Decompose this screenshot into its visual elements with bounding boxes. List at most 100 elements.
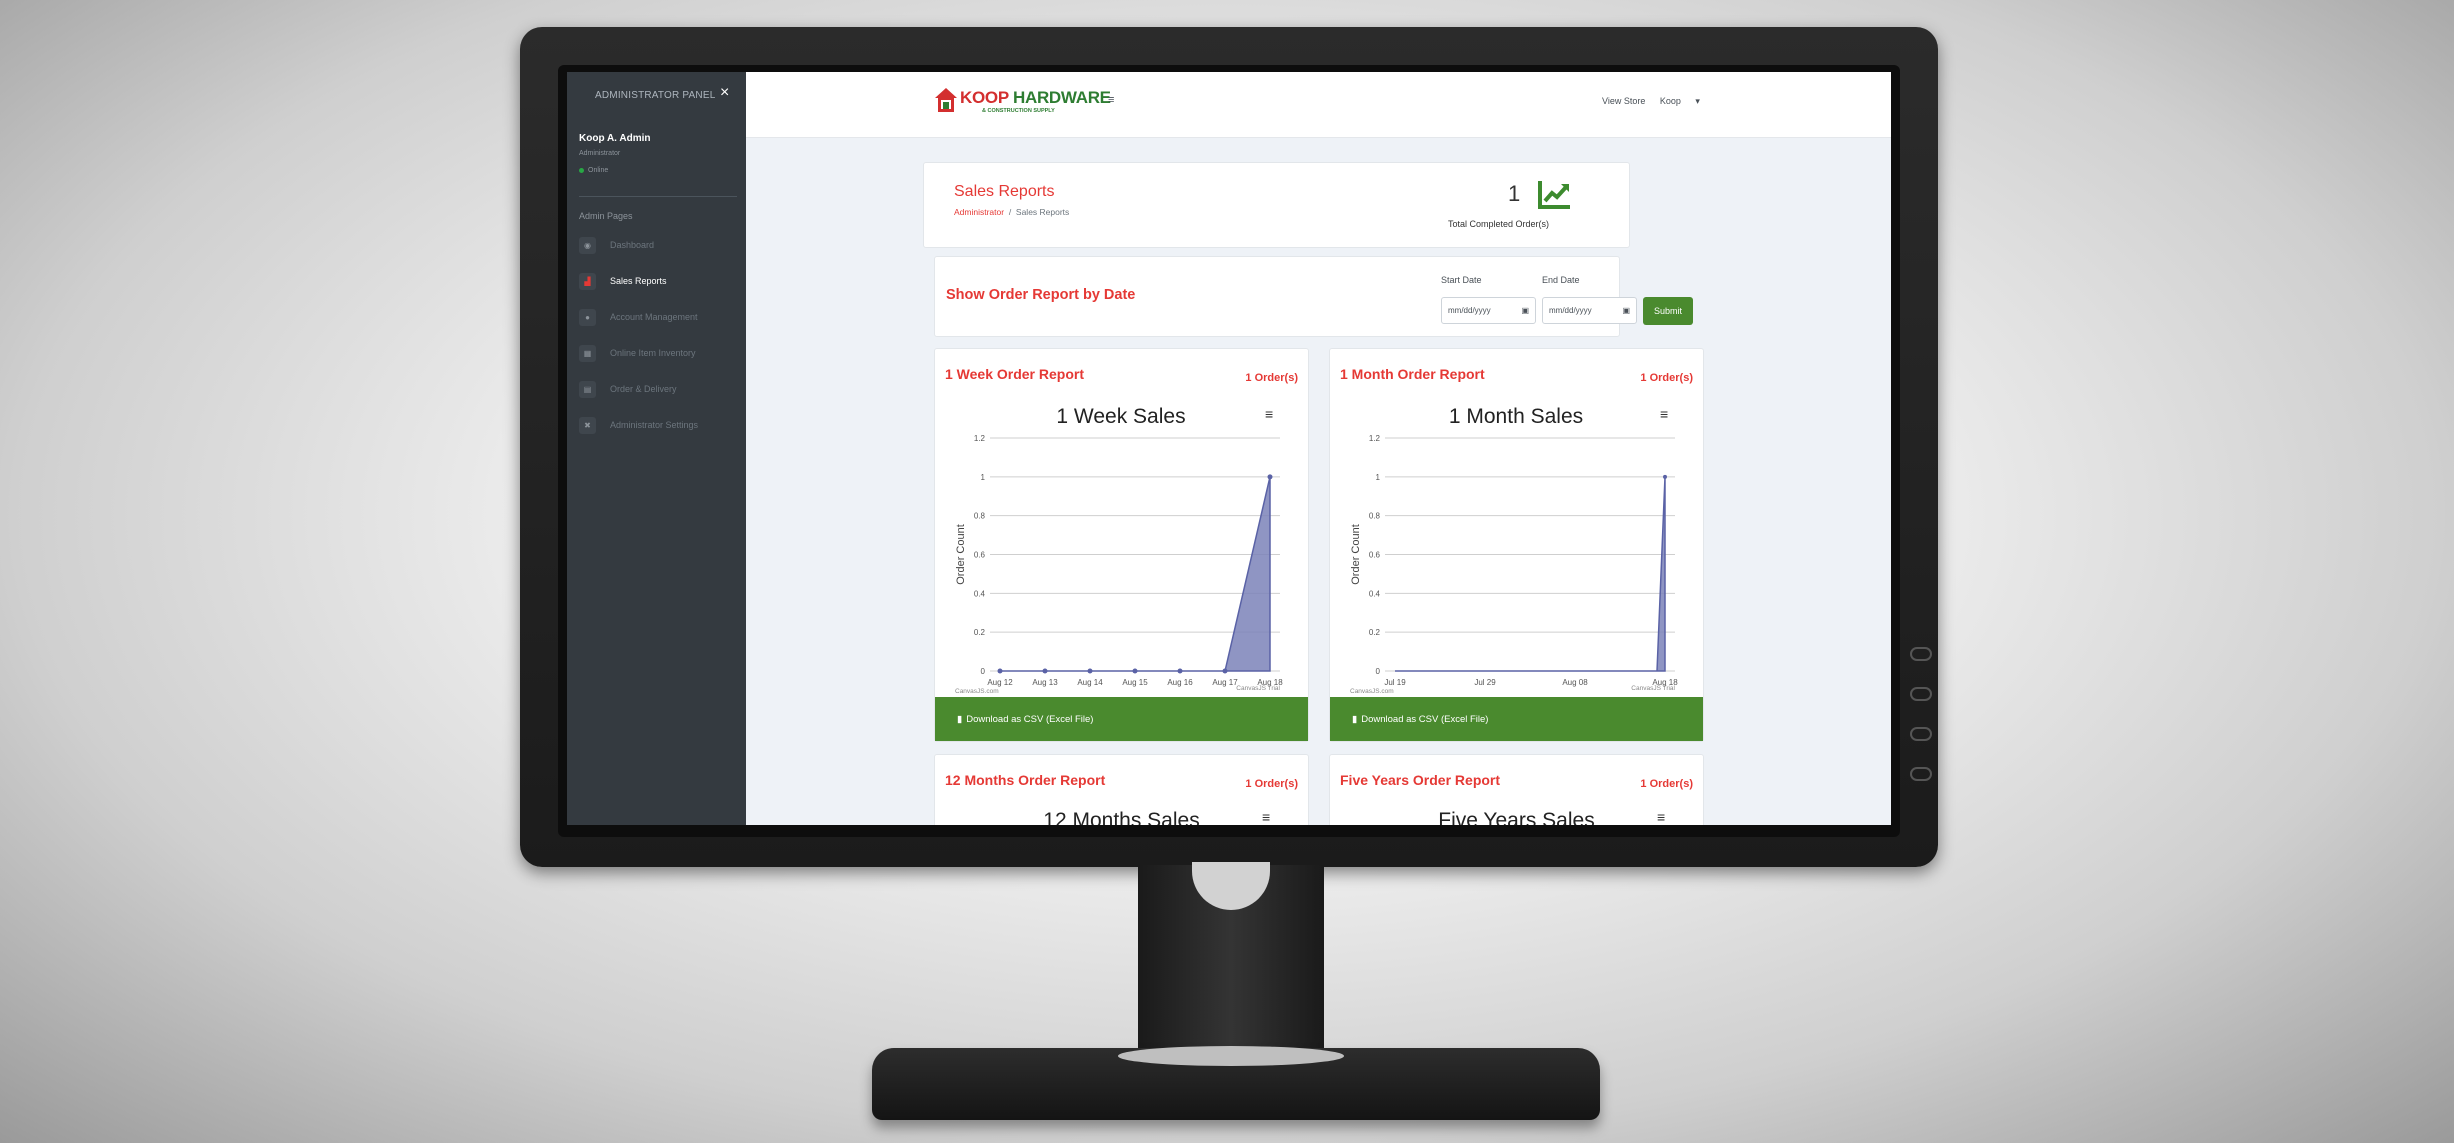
caret-down-icon: ▾ — [1695, 96, 1700, 106]
tools-icon: ✖ — [579, 416, 596, 434]
data-point — [997, 668, 1003, 674]
top-navigation: View Store Koop ▾ — [1602, 96, 1724, 107]
y-tick-label: 0 — [1376, 667, 1381, 676]
end-date-input[interactable]: mm/dd/yyyy ▣ — [1542, 297, 1637, 324]
sidebar-item-label: Administrator Settings — [610, 420, 699, 430]
download-csv-label: Download as CSV (Excel File) — [966, 713, 1094, 725]
file-icon: ▮ — [957, 713, 963, 725]
report-title: 1 Month Order Report — [1340, 366, 1485, 382]
user-menu-label: Koop — [1659, 96, 1681, 106]
sidebar-item-account-management[interactable]: ● Account Management — [579, 307, 739, 327]
y-tick-label: 1.2 — [1369, 434, 1381, 443]
sidebar-item-administrator-settings[interactable]: ✖ Administrator Settings — [579, 415, 739, 435]
twelve-month-report-card: 12 Months Order Report 1 Order(s) 12 Mon… — [934, 754, 1309, 825]
y-tick-label: 0.8 — [974, 512, 986, 521]
filter-title: Show Order Report by Date — [946, 287, 1136, 303]
data-point — [1087, 668, 1093, 674]
monitor-button — [1910, 687, 1932, 701]
end-date-label: End Date — [1542, 275, 1580, 285]
chart-menu-icon[interactable]: ≡ — [1265, 406, 1273, 422]
sidebar-item-label: Order & Delivery — [610, 384, 677, 394]
data-point — [1042, 668, 1048, 674]
chart-credit: CanvasJS.com — [1350, 688, 1394, 695]
chart-title: 12 Months Sales — [1043, 809, 1200, 825]
calendar-icon: ▣ — [1521, 306, 1529, 315]
start-date-input[interactable]: mm/dd/yyyy ▣ — [1441, 297, 1536, 324]
menu-toggle-icon[interactable]: ≡ — [1108, 94, 1115, 106]
x-tick-label: Jul 19 — [1384, 678, 1406, 687]
sidebar-divider — [579, 196, 737, 197]
sidebar-item-dashboard[interactable]: ◉ Dashboard — [579, 235, 739, 255]
breadcrumb-current: Sales Reports — [1015, 207, 1070, 217]
chart-menu-icon[interactable]: ≡ — [1657, 809, 1666, 825]
y-tick-label: 0.2 — [974, 628, 986, 637]
x-tick-label: Aug 18 — [1652, 678, 1678, 687]
x-tick-label: Aug 18 — [1257, 678, 1283, 687]
chart-menu-icon[interactable]: ≡ — [1660, 406, 1668, 422]
x-tick-label: Aug 13 — [1032, 678, 1058, 687]
y-tick-label: 1 — [981, 473, 986, 482]
download-csv-button[interactable]: ▮ Download as CSV (Excel File) — [935, 697, 1308, 741]
chart-icon: ▟ — [579, 272, 596, 290]
view-store-link[interactable]: View Store — [1602, 96, 1646, 106]
logo-text-koop: KOOP — [960, 88, 1009, 107]
user-menu-dropdown[interactable]: Koop ▾ — [1660, 96, 1712, 106]
y-axis-label: Order Count — [1350, 524, 1362, 585]
x-tick-label: Aug 08 — [1562, 678, 1588, 687]
chart-menu-icon[interactable]: ≡ — [1262, 809, 1271, 825]
sidebar-item-label: Dashboard — [610, 240, 655, 250]
chart-credit: CanvasJS Trial — [1236, 685, 1280, 692]
series-area — [1395, 476, 1666, 672]
download-csv-button[interactable]: ▮ Download as CSV (Excel File) — [1330, 697, 1703, 741]
y-tick-label: 0.6 — [974, 551, 986, 560]
data-point — [1267, 474, 1273, 480]
user-role: Administrator — [579, 150, 621, 157]
x-tick-label: Jul 29 — [1474, 678, 1496, 687]
chart-credit: CanvasJS Trial — [1631, 685, 1675, 692]
sidebar-item-order-delivery[interactable]: ▤ Order & Delivery — [579, 379, 739, 399]
monitor-button — [1910, 647, 1932, 661]
report-title: Five Years Order Report — [1340, 772, 1501, 788]
koop-hardware-logo[interactable]: KOOP HARDWARE & CONSTRUCTION SUPPLY — [934, 84, 1111, 120]
data-point — [1177, 668, 1183, 674]
month-report-card: 1 Month Order Report 1 Order(s) 1 Month … — [1329, 348, 1704, 742]
file-icon: ▮ — [1352, 713, 1358, 725]
trending-up-icon — [1538, 181, 1570, 209]
report-order-count: 1 Order(s) — [1245, 372, 1298, 384]
logo-text-hardware: HARDWARE — [1013, 88, 1111, 107]
monitor-stand-ring — [1118, 1046, 1344, 1066]
x-tick-label: Aug 17 — [1212, 678, 1238, 687]
report-title: 1 Week Order Report — [945, 366, 1085, 382]
y-tick-label: 1.2 — [974, 434, 986, 443]
sidebar-item-sales-reports[interactable]: ▟ Sales Reports — [579, 271, 739, 291]
y-tick-label: 0.2 — [1369, 628, 1381, 637]
submit-button[interactable]: Submit — [1643, 297, 1693, 325]
report-order-count: 1 Order(s) — [1640, 372, 1693, 384]
inventory-icon: ▦ — [579, 344, 596, 362]
chart-title: Five Years Sales — [1438, 809, 1595, 825]
sidebar-item-online-item-inventory[interactable]: ▦ Online Item Inventory — [579, 343, 739, 363]
data-point — [1222, 668, 1228, 674]
report-order-count: 1 Order(s) — [1640, 778, 1693, 790]
delivery-icon: ▤ — [579, 380, 596, 398]
y-tick-label: 0.6 — [1369, 551, 1381, 560]
user-status-label: Online — [588, 167, 609, 174]
sidebar-item-label: Sales Reports — [610, 276, 667, 286]
y-axis-label: Order Count — [955, 524, 967, 585]
total-orders-value: 1 — [1508, 181, 1521, 206]
x-tick-label: Aug 12 — [987, 678, 1013, 687]
page-title: Sales Reports — [954, 183, 1055, 200]
close-icon[interactable]: × — [720, 84, 730, 101]
y-tick-label: 0.4 — [974, 589, 986, 598]
download-csv-label: Download as CSV (Excel File) — [1361, 713, 1489, 725]
chart-title: 1 Week Sales — [1056, 405, 1185, 428]
page-header-card: Sales Reports Administrator / Sales Repo… — [923, 162, 1630, 248]
y-tick-label: 0 — [981, 667, 986, 676]
x-tick-label: Aug 15 — [1122, 678, 1148, 687]
y-tick-label: 0.4 — [1369, 589, 1381, 598]
y-tick-label: 0.8 — [1369, 512, 1381, 521]
sidebar: ADMINISTRATOR PANEL × Koop A. Admin Admi… — [567, 72, 746, 825]
week-report-card: 1 Week Order Report 1 Order(s) 1 Week Sa… — [934, 348, 1309, 742]
sidebar-title: ADMINISTRATOR PANEL — [595, 90, 716, 101]
breadcrumb-link[interactable]: Administrator — [954, 207, 1005, 217]
